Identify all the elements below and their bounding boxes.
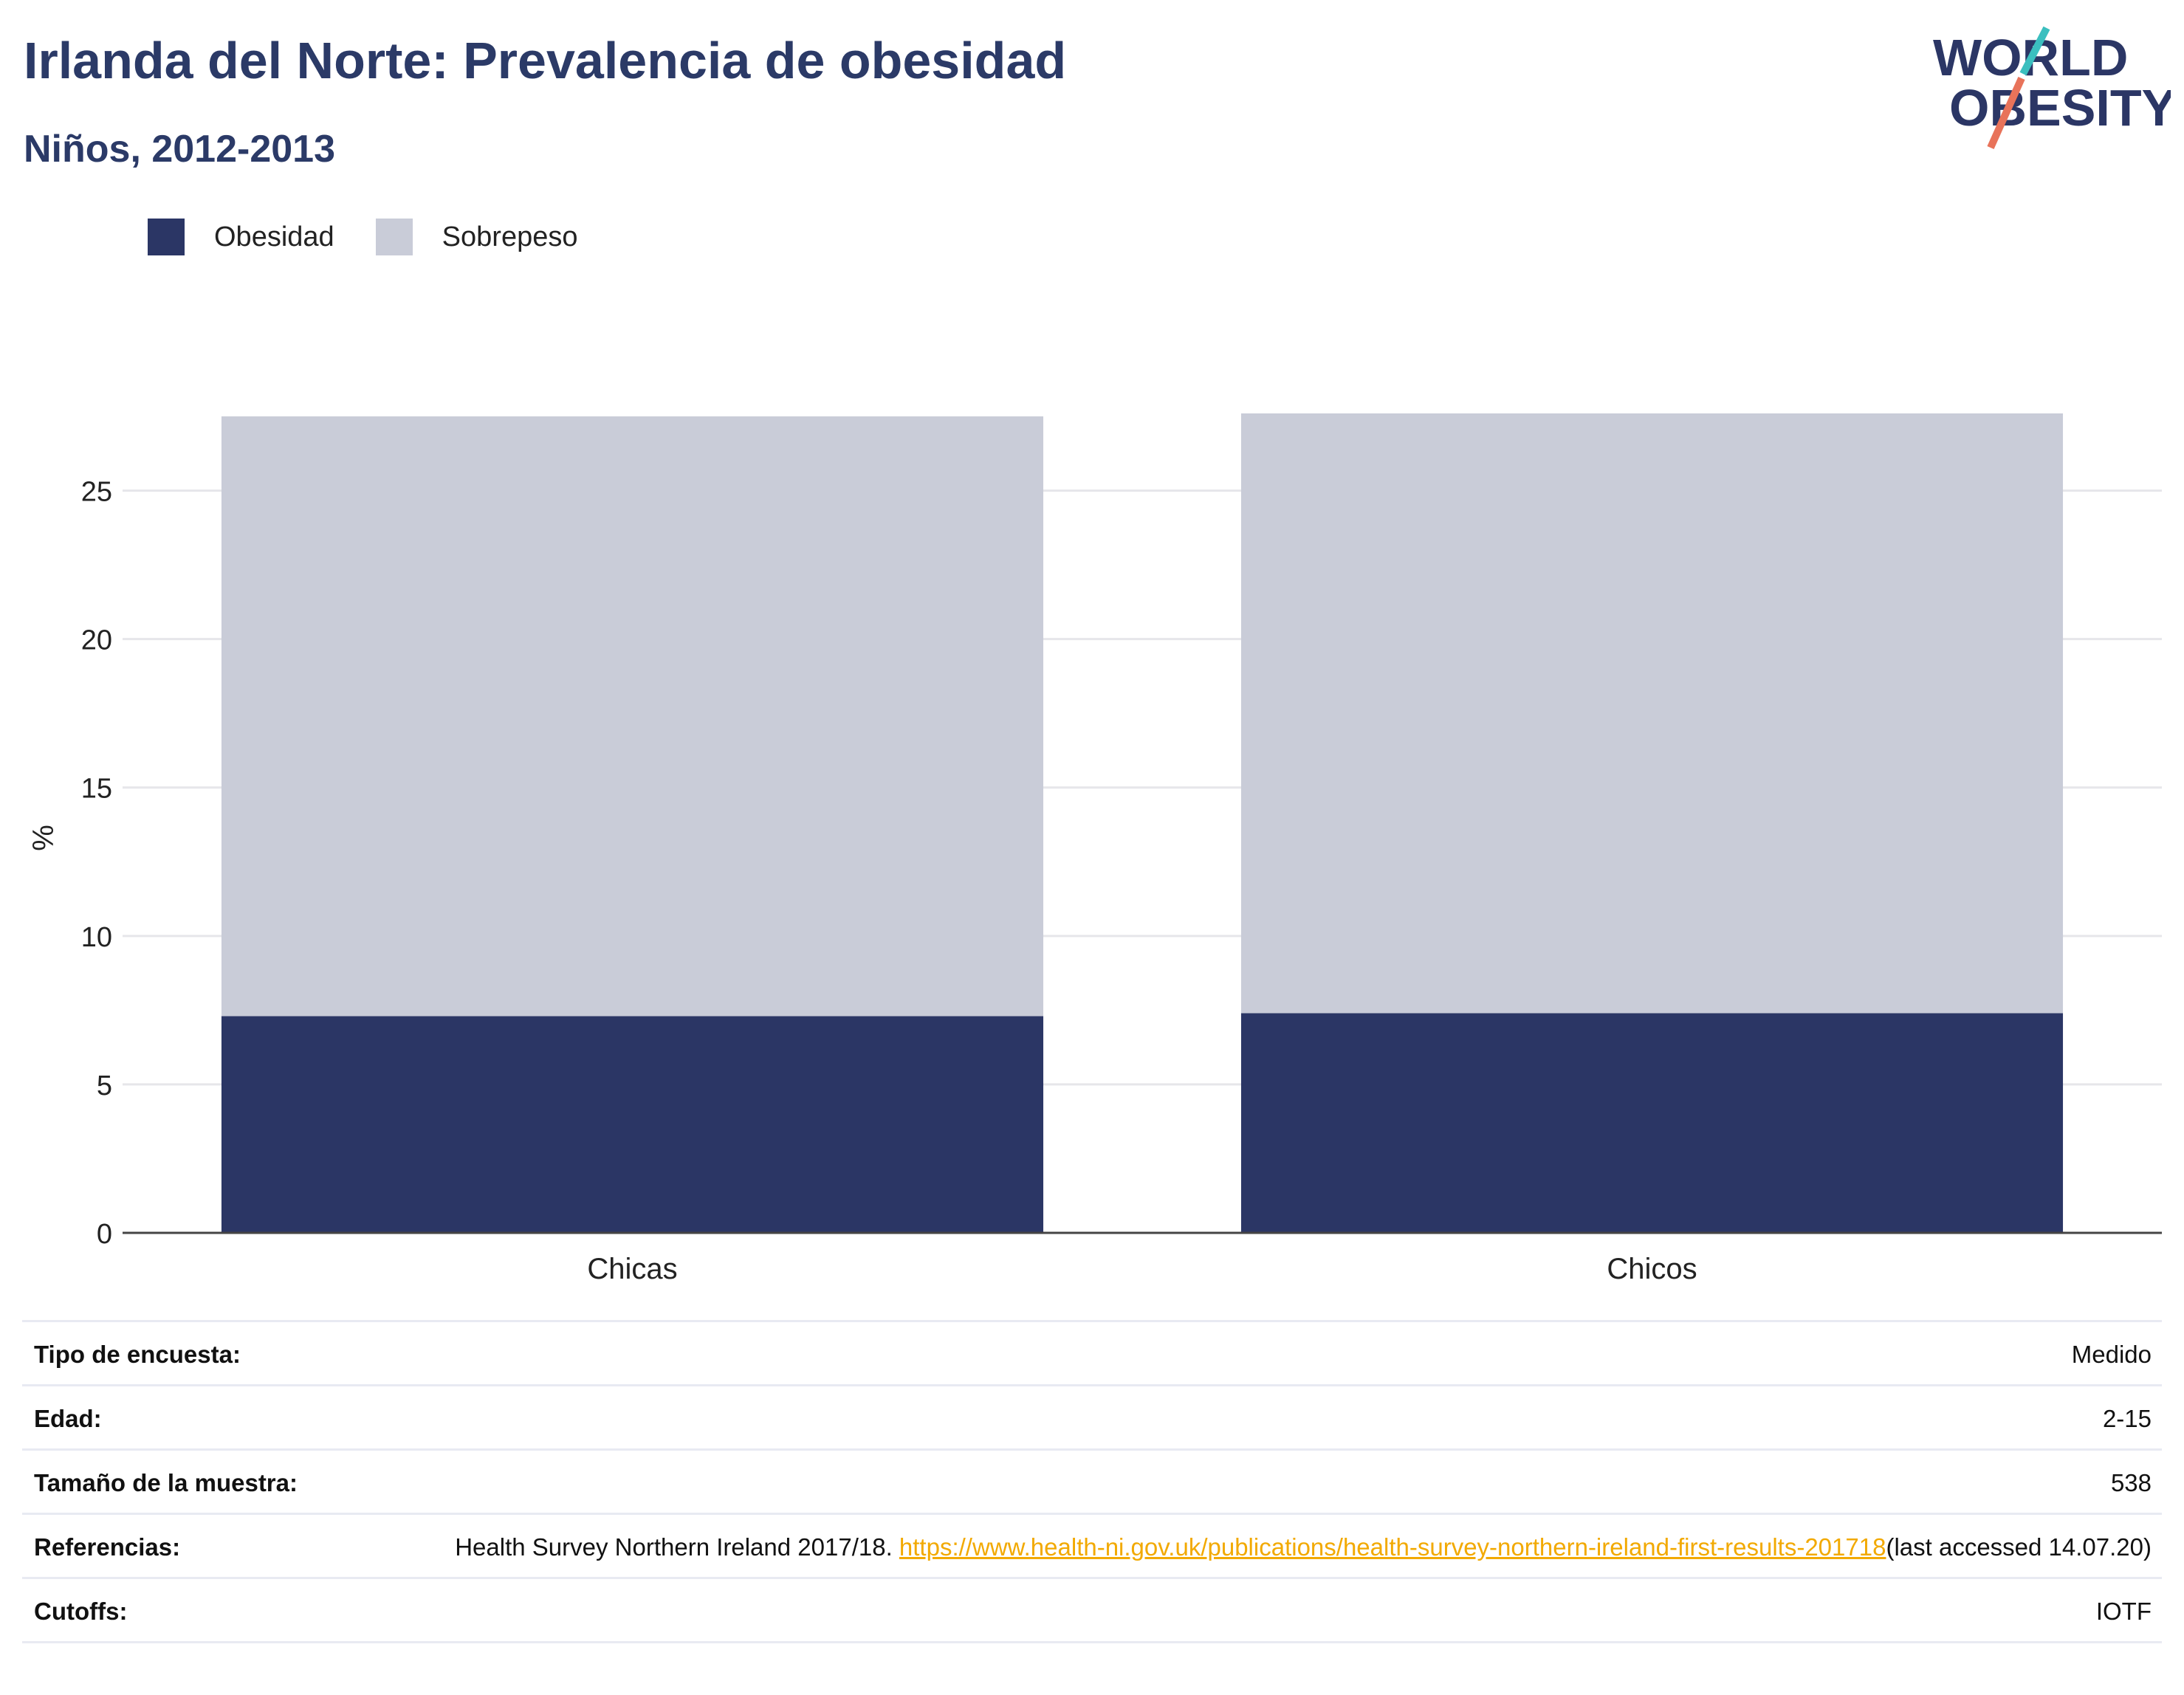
y-axis-label: % [27,825,60,851]
logo-slash-coral [1987,76,2025,150]
y-tick-label: 5 [97,1070,112,1101]
info-label-sample-size: Tamaño de la muestra: [34,1469,298,1496]
bar-obesidad-chicas [221,1016,1044,1233]
x-tick-label: Chicas [587,1253,677,1285]
reference-link[interactable]: https://www.health-ni.gov.uk/publication… [899,1533,1886,1561]
y-tick-label: 10 [81,922,112,953]
info-label-references: Referencias: [34,1533,181,1561]
y-tick-label: 20 [81,625,112,656]
x-tick-label: Chicos [1607,1253,1697,1285]
bar-sobrepeso-chicas [221,416,1044,1017]
info-row-age: Edad: 2-15 [22,1384,2162,1448]
survey-info-table: Tipo de encuesta: Medido Edad: 2-15 Tama… [22,1320,2162,1643]
world-obesity-logo: WORLD OBESITY [1933,26,2171,150]
chart-subtitle: Niños, 2012-2013 [24,128,336,171]
legend-item-sobrepeso[interactable]: Sobrepeso [375,219,578,255]
reference-accessed: (last accessed 14.07.20) [1886,1533,2152,1561]
info-label-survey-type: Tipo de encuesta: [34,1341,241,1368]
info-value-survey-type: Medido [2071,1341,2152,1368]
y-tick-label: 25 [81,477,112,508]
reference-text: Health Survey Northern Ireland 2017/18. [455,1533,899,1561]
logo-slash-teal [2019,26,2050,76]
legend-swatch-sobrepeso [375,219,413,255]
legend-label-obesidad: Obesidad [214,221,334,252]
stacked-bar-chart: 0 5 10 15 20 25% Chicas Chicos [27,413,2162,1285]
info-label-cutoffs: Cutoffs: [34,1598,128,1625]
bar-sobrepeso-chicos [1240,413,2064,1014]
info-value-references: Health Survey Northern Ireland 2017/18. … [455,1533,2152,1562]
legend-label-sobrepeso: Sobrepeso [442,221,578,252]
info-row-sample-size: Tamaño de la muestra: 538 [22,1448,2162,1513]
info-value-age: 2-15 [2102,1405,2152,1432]
info-label-age: Edad: [34,1405,102,1432]
legend-swatch-obesidad [148,219,185,255]
chart-title: Irlanda del Norte: Prevalencia de obesid… [24,32,1067,89]
bar-obesidad-chicos [1240,1013,2064,1233]
info-row-cutoffs: Cutoffs: IOTF [22,1577,2162,1643]
info-value-sample-size: 538 [2110,1469,2152,1496]
info-row-survey-type: Tipo de encuesta: Medido [22,1320,2162,1384]
y-tick-label: 15 [81,774,112,805]
logo-line2: OBESITY [1949,79,2171,137]
chart-legend: Obesidad Sobrepeso [148,219,619,255]
y-tick-label: 0 [97,1219,112,1250]
legend-item-obesidad[interactable]: Obesidad [148,219,334,255]
info-row-references: Referencias: Health Survey Northern Irel… [22,1513,2162,1577]
info-value-cutoffs: IOTF [2095,1598,2152,1625]
